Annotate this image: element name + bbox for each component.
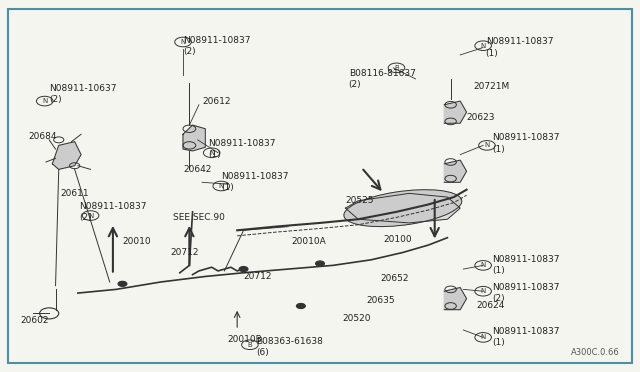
Text: A300C.0.66: A300C.0.66 xyxy=(571,348,620,357)
Text: 20520: 20520 xyxy=(342,314,371,323)
Polygon shape xyxy=(444,101,467,123)
Text: N: N xyxy=(88,212,93,218)
Text: N: N xyxy=(219,183,224,189)
Text: N08911-10837
(2): N08911-10837 (2) xyxy=(183,36,250,56)
Text: 20010B: 20010B xyxy=(228,335,262,344)
Text: B08363-61638
(6): B08363-61638 (6) xyxy=(256,337,323,357)
Text: 20712: 20712 xyxy=(244,272,272,281)
Text: 20624: 20624 xyxy=(476,301,504,311)
Text: 20623: 20623 xyxy=(467,113,495,122)
Text: N08911-10837
(1): N08911-10837 (1) xyxy=(492,327,559,347)
Text: N08911-10837
(1): N08911-10837 (1) xyxy=(492,255,559,275)
Text: N: N xyxy=(481,288,486,294)
Polygon shape xyxy=(346,193,460,223)
Text: N08911-10637
(2): N08911-10637 (2) xyxy=(49,84,116,104)
Text: N: N xyxy=(42,98,47,104)
Text: N08911-10837
(2): N08911-10837 (2) xyxy=(492,283,559,303)
Text: N: N xyxy=(484,142,490,148)
Text: N08911-10837
(1): N08911-10837 (1) xyxy=(221,172,289,192)
Text: 20684: 20684 xyxy=(28,132,57,141)
Text: 20721M: 20721M xyxy=(473,82,509,91)
Text: 20010A: 20010A xyxy=(291,237,326,246)
Circle shape xyxy=(239,266,248,272)
Circle shape xyxy=(316,261,324,266)
Text: N08911-10837
(1): N08911-10837 (1) xyxy=(492,134,559,154)
Text: N: N xyxy=(481,43,486,49)
Text: N: N xyxy=(481,334,486,340)
Text: 20100: 20100 xyxy=(384,235,412,244)
Text: B08116-81637
(2): B08116-81637 (2) xyxy=(349,69,415,89)
Text: 20525: 20525 xyxy=(346,196,374,205)
Circle shape xyxy=(118,281,127,286)
Text: B: B xyxy=(248,342,252,348)
Text: N: N xyxy=(481,262,486,268)
Polygon shape xyxy=(444,160,467,182)
Circle shape xyxy=(296,304,305,309)
Polygon shape xyxy=(444,288,467,310)
Text: 20712: 20712 xyxy=(170,248,199,257)
Text: 20642: 20642 xyxy=(183,165,211,174)
Ellipse shape xyxy=(344,190,462,227)
Text: N: N xyxy=(209,150,214,156)
Text: N08911-10837
(1): N08911-10837 (1) xyxy=(486,38,553,58)
Text: 20611: 20611 xyxy=(60,189,88,198)
Text: 20602: 20602 xyxy=(20,316,49,325)
Polygon shape xyxy=(183,125,205,151)
Text: N08911-10837
(1): N08911-10837 (1) xyxy=(209,139,276,159)
Text: N: N xyxy=(180,39,186,45)
FancyBboxPatch shape xyxy=(8,9,632,363)
Text: SEE SEC.90: SEE SEC.90 xyxy=(173,213,225,222)
Text: 20652: 20652 xyxy=(381,274,409,283)
Text: N08911-10837
(2): N08911-10837 (2) xyxy=(79,202,147,222)
Text: B: B xyxy=(394,65,399,71)
Text: 20635: 20635 xyxy=(367,296,395,305)
Text: 20010: 20010 xyxy=(122,237,151,246)
Text: 20612: 20612 xyxy=(202,97,230,106)
Polygon shape xyxy=(52,142,81,169)
